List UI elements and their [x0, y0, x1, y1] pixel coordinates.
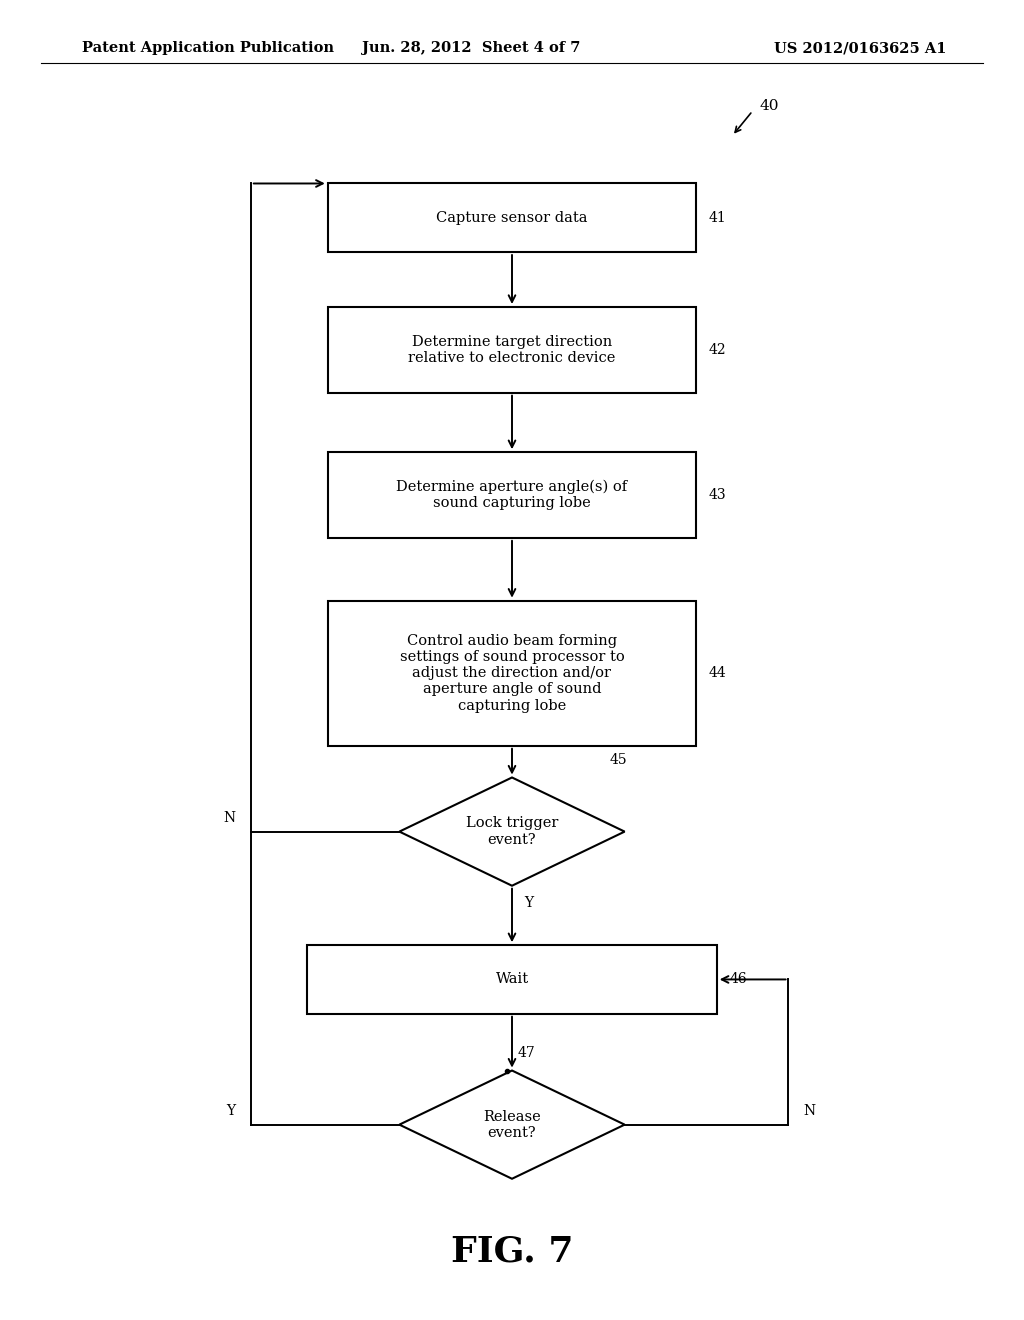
Text: 40: 40: [760, 99, 779, 112]
Polygon shape: [399, 1071, 625, 1179]
FancyBboxPatch shape: [328, 601, 696, 746]
Text: 41: 41: [709, 211, 726, 224]
Text: N: N: [804, 1104, 816, 1118]
Text: 43: 43: [709, 488, 726, 502]
FancyBboxPatch shape: [328, 451, 696, 539]
Polygon shape: [399, 777, 625, 886]
Text: Release
event?: Release event?: [483, 1110, 541, 1139]
Text: 42: 42: [709, 343, 726, 356]
Text: Control audio beam forming
settings of sound processor to
adjust the direction a: Control audio beam forming settings of s…: [399, 634, 625, 713]
Text: Jun. 28, 2012  Sheet 4 of 7: Jun. 28, 2012 Sheet 4 of 7: [361, 41, 581, 55]
FancyBboxPatch shape: [328, 183, 696, 252]
Text: Determine aperture angle(s) of
sound capturing lobe: Determine aperture angle(s) of sound cap…: [396, 479, 628, 511]
Text: 44: 44: [709, 667, 726, 680]
Text: Capture sensor data: Capture sensor data: [436, 211, 588, 224]
Text: US 2012/0163625 A1: US 2012/0163625 A1: [774, 41, 946, 55]
FancyBboxPatch shape: [307, 945, 717, 1014]
Text: 47: 47: [517, 1045, 535, 1060]
Text: 45: 45: [609, 752, 627, 767]
Text: Determine target direction
relative to electronic device: Determine target direction relative to e…: [409, 335, 615, 364]
Text: FIG. 7: FIG. 7: [451, 1234, 573, 1269]
Text: N: N: [223, 810, 236, 825]
Text: Y: Y: [226, 1104, 236, 1118]
Text: Wait: Wait: [496, 973, 528, 986]
FancyBboxPatch shape: [328, 306, 696, 393]
Text: Lock trigger
event?: Lock trigger event?: [466, 817, 558, 846]
Text: 46: 46: [729, 973, 746, 986]
Text: Y: Y: [524, 896, 534, 911]
Text: Patent Application Publication: Patent Application Publication: [82, 41, 334, 55]
